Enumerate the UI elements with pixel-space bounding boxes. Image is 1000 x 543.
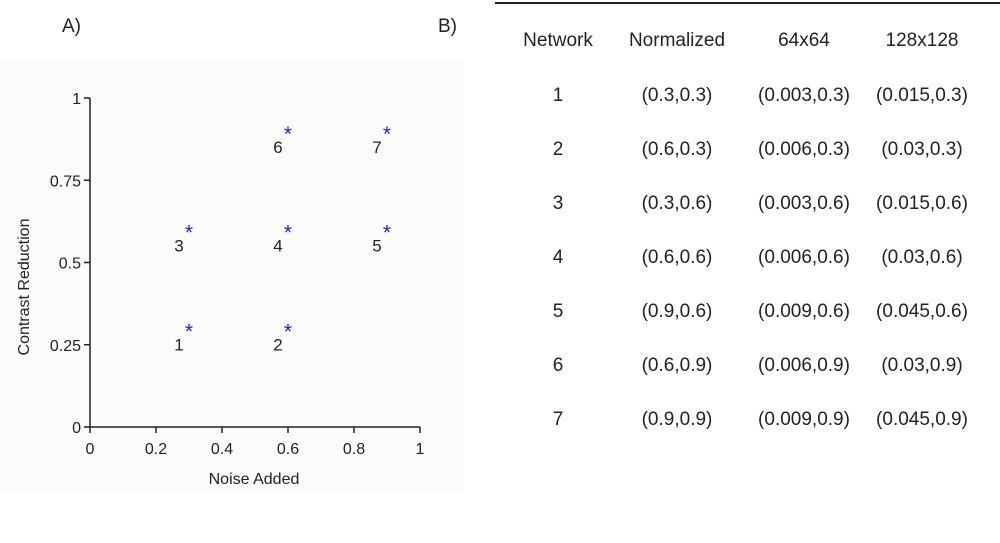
y-tick-label: 1	[72, 91, 81, 108]
asterisk-marker: *	[284, 222, 292, 245]
data-point: *6	[273, 123, 292, 157]
table-cell: (0.03,0.3)	[881, 139, 963, 160]
table-cell: (0.009,0.9)	[758, 409, 850, 430]
x-tick-label: 0	[86, 441, 95, 458]
network-table: Network Normalized 64x64 128x128 1 (0.3,0…	[508, 13, 982, 447]
table-cell: (0.9,0.9)	[641, 409, 713, 430]
table-cell: (0.006,0.3)	[758, 139, 850, 160]
table-cell: (0.003,0.6)	[758, 193, 850, 214]
asterisk-marker: *	[383, 123, 391, 146]
table-row: 5 (0.9,0.6) (0.009,0.6) (0.045,0.6)	[508, 285, 982, 339]
point-label: 2	[273, 335, 282, 354]
table-cell: (0.006,0.6)	[758, 247, 850, 268]
panel-b-label: B)	[438, 16, 457, 37]
point-label: 1	[174, 335, 183, 354]
x-tick-label: 0.2	[145, 441, 167, 458]
table-cell: (0.3,0.3)	[641, 85, 713, 106]
asterisk-marker: *	[284, 320, 292, 343]
asterisk-marker: *	[284, 123, 292, 146]
asterisk-marker: *	[383, 222, 391, 245]
header-128x128: 128x128	[885, 30, 959, 51]
header-normalized: Normalized	[628, 30, 726, 51]
data-point: *3	[174, 222, 193, 256]
point-label: 6	[273, 138, 282, 157]
table-cell: (0.015,0.6)	[876, 193, 968, 214]
table-header-row: Network Normalized 64x64 128x128	[508, 13, 982, 69]
table-cell: (0.03,0.9)	[881, 355, 963, 376]
header-network: Network	[523, 30, 593, 51]
table-row: 4 (0.6,0.6) (0.006,0.6) (0.03,0.6)	[508, 231, 982, 285]
y-tick-label: 0	[72, 420, 81, 437]
y-tick-label: 0.25	[50, 338, 81, 355]
x-axis-label: Noise Added	[209, 471, 300, 488]
y-tick-label: 0.5	[59, 256, 81, 273]
axes: 0 0.2 0.4 0.6 0.8 1 0 0.25 0.5 0.75 1	[50, 91, 425, 458]
table-cell: (0.003,0.3)	[758, 85, 850, 106]
table-top-rule	[495, 2, 1000, 4]
table-cell: (0.03,0.6)	[881, 247, 963, 268]
asterisk-marker: *	[185, 222, 193, 245]
table-cell: (0.045,0.6)	[876, 301, 968, 322]
point-label: 3	[174, 237, 183, 256]
table-cell: (0.045,0.9)	[876, 409, 968, 430]
x-tick-label: 0.4	[211, 441, 233, 458]
data-point: *4	[273, 222, 292, 256]
header-64x64: 64x64	[778, 30, 830, 51]
table-cell: 7	[552, 409, 564, 430]
table-cell: (0.009,0.6)	[758, 301, 850, 322]
table-cell: (0.6,0.3)	[641, 139, 713, 160]
table-cell: (0.006,0.9)	[758, 355, 850, 376]
table-cell: (0.9,0.6)	[641, 301, 713, 322]
data-point: *5	[372, 222, 391, 256]
panel-a-label: A)	[62, 16, 81, 37]
scatter-plot-panel: 0 0.2 0.4 0.6 0.8 1 0 0.25 0.5 0.75 1 * 1 * 2 * 3 * 4 * 5 * 6…	[0, 60, 463, 492]
table-row: 2 (0.6,0.3) (0.006,0.3) (0.03,0.3)	[508, 123, 982, 177]
table-cell: 1	[552, 85, 564, 106]
point-label: 4	[273, 237, 282, 256]
table-cell: 5	[552, 301, 564, 322]
table-cell: (0.6,0.9)	[641, 355, 713, 376]
data-point: *2	[273, 320, 292, 354]
data-point: *7	[372, 123, 391, 157]
x-tick-label: 0.8	[343, 441, 365, 458]
y-axis-label: Contrast Reduction	[16, 219, 33, 356]
data-point: *1	[174, 320, 193, 354]
x-tick-label: 1	[416, 441, 425, 458]
table-cell: (0.6,0.6)	[641, 247, 713, 268]
table-cell: 2	[552, 139, 564, 160]
x-tick-label: 0.6	[277, 441, 299, 458]
y-tick-label: 0.75	[50, 173, 81, 190]
table-row: 3 (0.3,0.6) (0.003,0.6) (0.015,0.6)	[508, 177, 982, 231]
table-cell: 4	[552, 247, 564, 268]
point-label: 7	[372, 138, 381, 157]
table-cell: (0.3,0.6)	[641, 193, 713, 214]
table-row: 1 (0.3,0.3) (0.003,0.3) (0.015,0.3)	[508, 69, 982, 123]
table-row: 7 (0.9,0.9) (0.009,0.9) (0.045,0.9)	[508, 393, 982, 447]
table-row: 6 (0.6,0.9) (0.006,0.9) (0.03,0.9)	[508, 339, 982, 393]
table-cell: (0.015,0.3)	[876, 85, 968, 106]
table-cell: 3	[552, 193, 564, 214]
point-label: 5	[372, 237, 381, 256]
scatter-chart: 0 0.2 0.4 0.6 0.8 100.250.50.751 *1*2*3*4*5*6…	[16, 91, 425, 488]
asterisk-marker: *	[185, 320, 193, 343]
table-cell: 6	[552, 355, 564, 376]
data-points: *1*2*3*4*5*6*7	[174, 123, 391, 354]
